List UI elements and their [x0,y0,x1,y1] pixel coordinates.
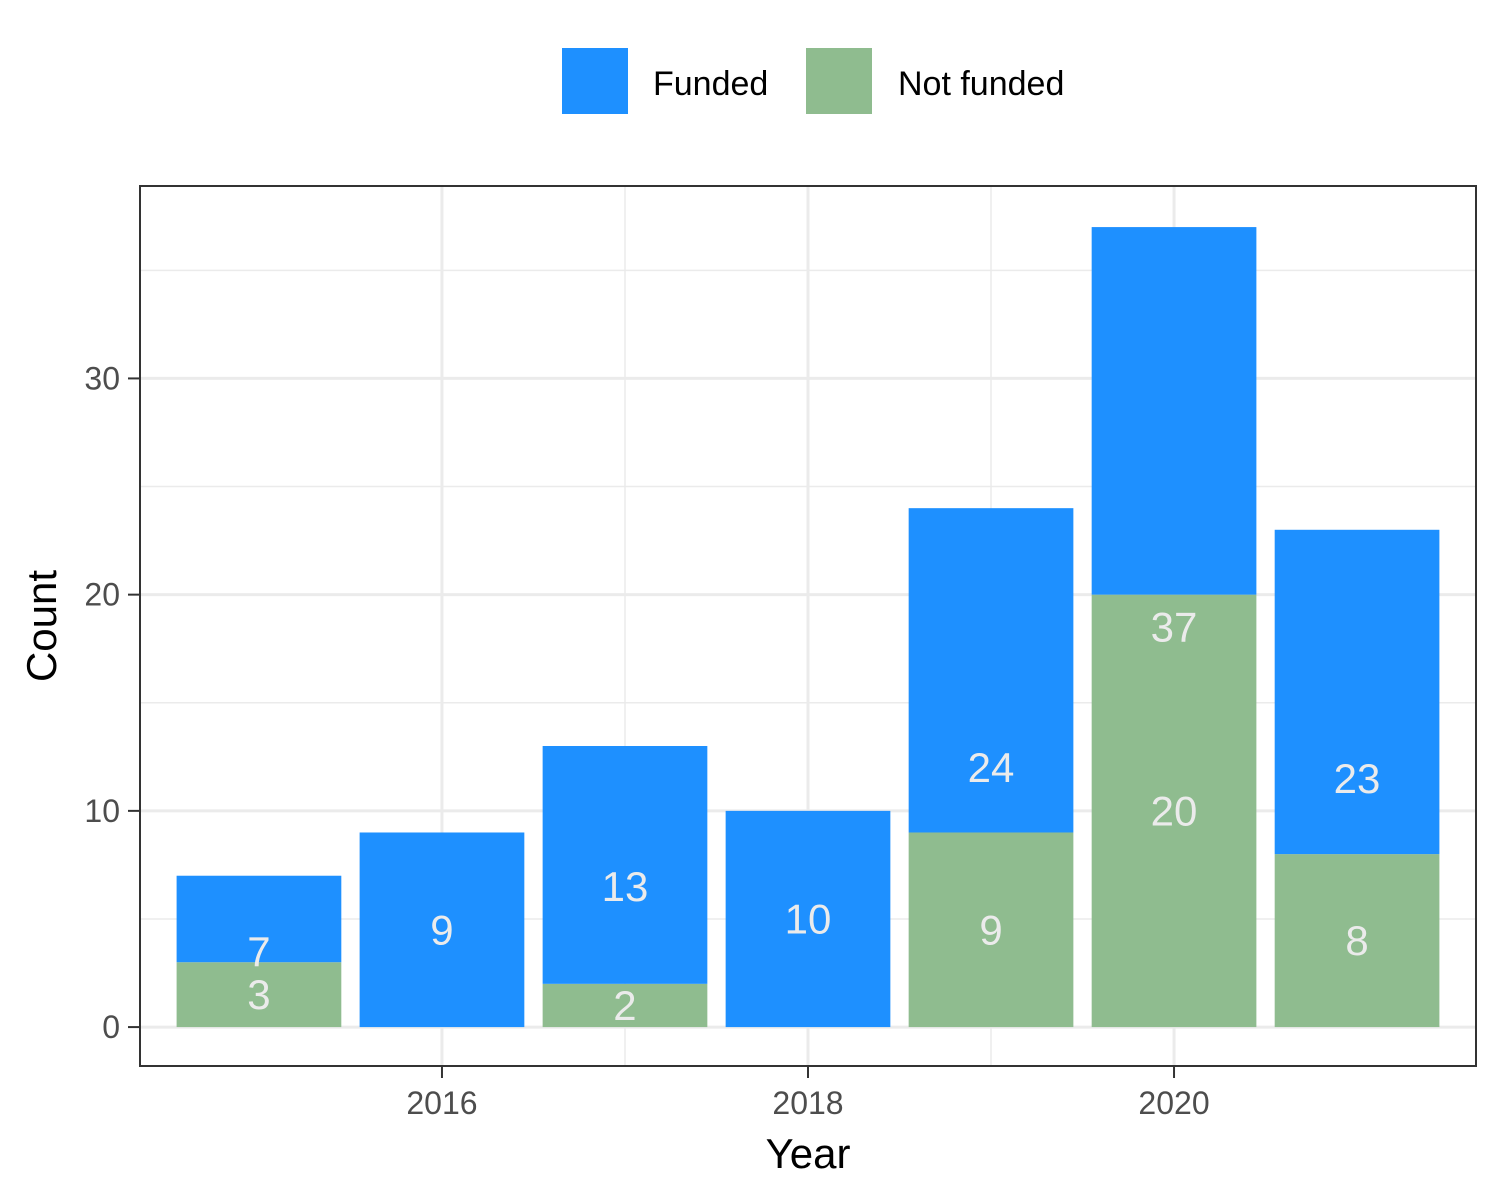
bar-labels: 37 9 2 13 10 9 24 20 37 8 23 [247,604,1380,1029]
legend-label-funded: Funded [653,65,768,103]
bar-funded-2015 [176,875,342,963]
bar-funded-2021 [1274,529,1440,855]
legend-swatch-funded [562,48,628,114]
bar-label-funded-2015: 7 [247,928,270,975]
legend: Funded Not funded [562,48,1064,114]
bar-label-funded-2020: 37 [1151,604,1198,651]
axes: 0 10 20 30 2016 2018 2020 [84,360,1209,1121]
bar-label-funded-2017: 13 [602,863,649,910]
x-tick-label: 2018 [772,1085,843,1121]
bar-funded-2018 [725,810,891,1028]
y-axis-title: Count [18,570,65,682]
x-tick-label: 2016 [406,1085,477,1121]
y-tick-label: 30 [84,360,120,396]
bar-not-funded-2019 [908,832,1074,1028]
bar-label-not-funded-2015: 3 [247,971,270,1018]
bar-label-funded-2021: 23 [1334,755,1381,802]
bar-not-funded-2015 [176,962,342,1028]
bar-funded-2019 [908,508,1074,833]
x-tick-label: 2020 [1138,1085,1209,1121]
legend-label-not-funded: Not funded [898,65,1064,103]
bar-label-not-funded-2017: 2 [613,982,636,1029]
y-tick-label: 10 [84,793,120,829]
bars [176,227,1440,1028]
y-tick-label: 20 [84,577,120,613]
bar-not-funded-2017 [542,983,708,1028]
bar-label-funded-2018: 10 [785,895,832,942]
bar-label-not-funded-2019: 9 [979,906,1002,953]
x-axis-title: Year [766,1130,851,1177]
bar-label-not-funded-2020: 20 [1151,787,1198,834]
bar-funded-2020 [1091,227,1257,595]
bar-not-funded-2020 [1091,594,1257,1028]
y-tick-label: 0 [102,1009,120,1045]
bar-funded-2017 [542,746,708,984]
bar-label-funded-2016: 9 [430,906,453,953]
bar-not-funded-2021 [1274,854,1440,1028]
legend-swatch-not-funded [806,48,872,114]
bar-funded-2016 [359,832,525,1028]
bar-label-not-funded-2021: 8 [1345,917,1368,964]
bar-label-funded-2019: 24 [968,744,1015,791]
